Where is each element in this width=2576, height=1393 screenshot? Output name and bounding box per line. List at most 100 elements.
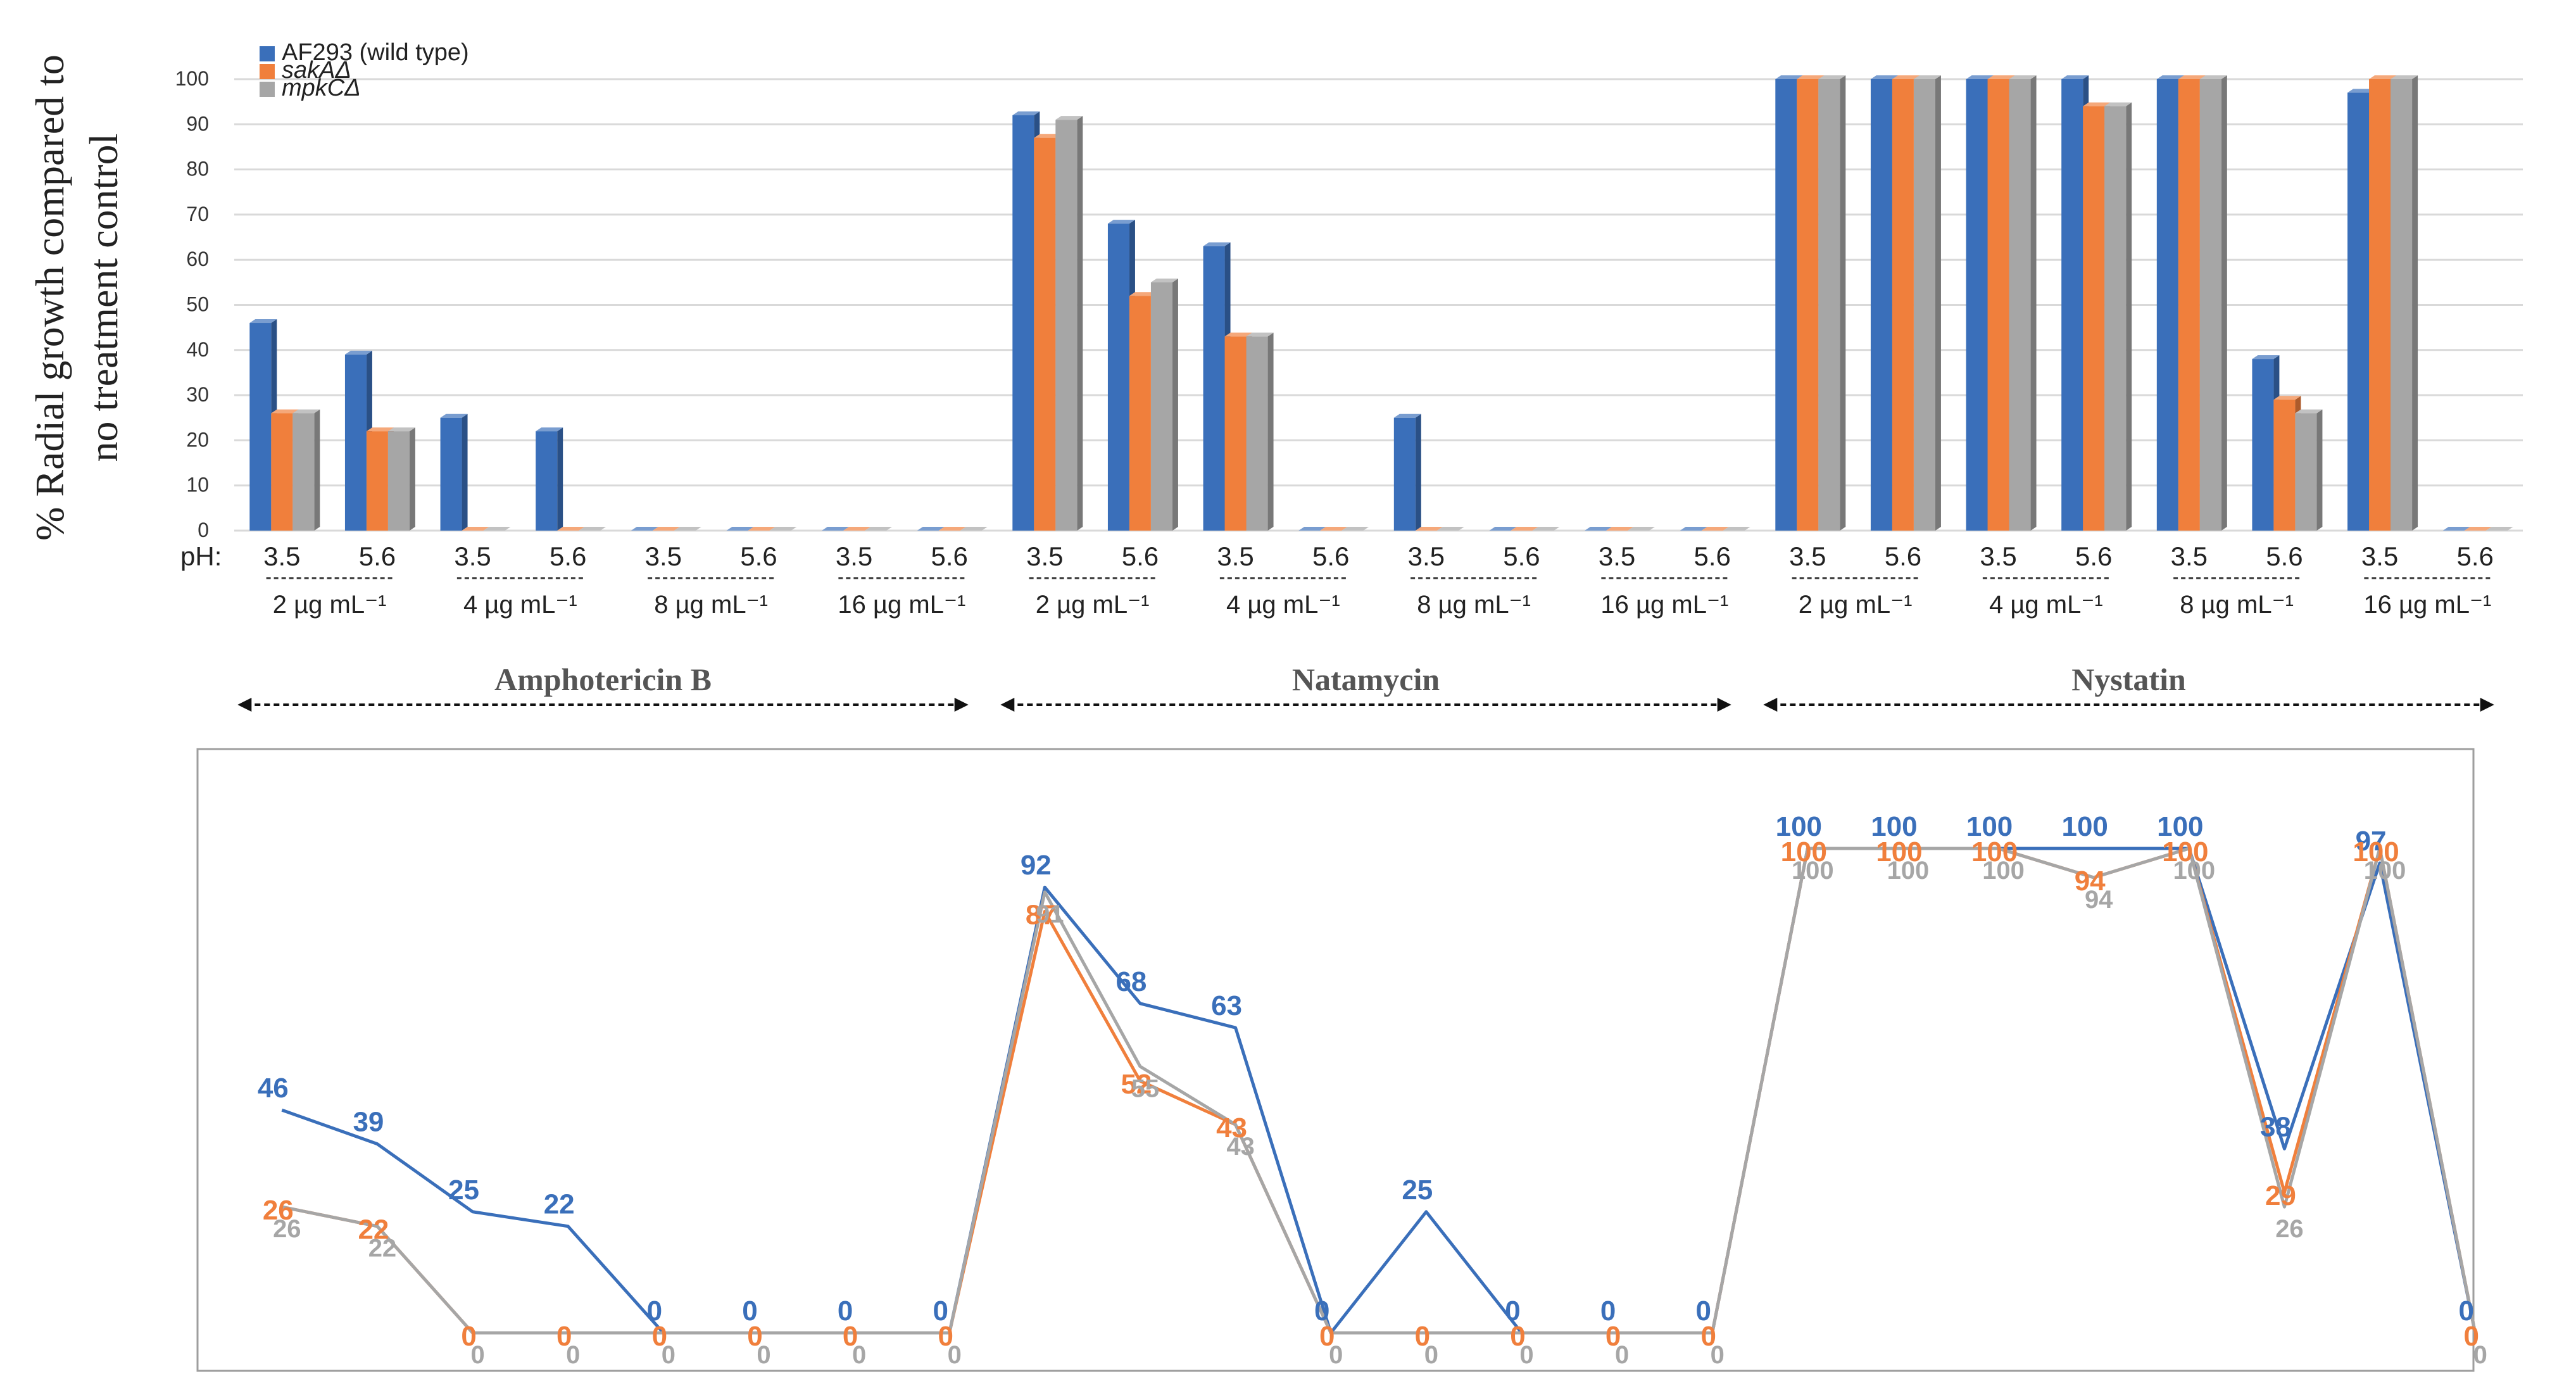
bar-2-6 bbox=[748, 527, 776, 531]
bar-top bbox=[344, 350, 372, 355]
bar-top bbox=[249, 319, 277, 324]
bar-2-8 bbox=[938, 527, 966, 531]
y-tick-label: 100 bbox=[175, 67, 209, 90]
bar-top bbox=[1892, 75, 1919, 79]
data-label: 38 bbox=[2260, 1111, 2291, 1142]
bar-top bbox=[1298, 527, 1326, 531]
ph-tick-label: 3.5 bbox=[1789, 541, 1826, 571]
bar-chart: 0 10 20 30 40 50 60 70 80 90 100 pH: 3.5 5.6 3.5 5.6 3.… bbox=[27, 39, 2523, 712]
data-label: 26 bbox=[2275, 1215, 2304, 1243]
bar-3-6 bbox=[769, 527, 797, 531]
data-label: 100 bbox=[1792, 857, 1834, 885]
bar-front bbox=[2369, 79, 2391, 531]
bar-top bbox=[1818, 75, 1846, 79]
bar-front bbox=[536, 431, 558, 531]
bar-3-20 bbox=[2104, 102, 2132, 531]
bar-top bbox=[1224, 332, 1252, 337]
data-label: 25 bbox=[1402, 1175, 1433, 1206]
bar-top bbox=[769, 527, 797, 531]
data-label: 100 bbox=[1971, 836, 2018, 867]
bar-top bbox=[1415, 527, 1443, 531]
y-tick-label: 50 bbox=[186, 293, 209, 316]
y-axis-ticks: 0 10 20 30 40 50 60 70 80 90 100 bbox=[175, 67, 209, 541]
bar-top bbox=[631, 527, 658, 531]
bar-2-15 bbox=[1606, 527, 1634, 531]
bar-3-24 bbox=[2485, 527, 2513, 531]
bar-3-2 bbox=[387, 427, 415, 531]
bar-top bbox=[2156, 75, 2184, 79]
concentration-label: 4 µg mL⁻¹ bbox=[1226, 591, 1340, 619]
data-label: 0 bbox=[566, 1341, 580, 1369]
ph-tick-label: 5.6 bbox=[931, 541, 967, 571]
ph-tick-label: 3.5 bbox=[454, 541, 491, 571]
bar-top bbox=[579, 527, 606, 531]
bar-top bbox=[1107, 220, 1135, 224]
bar-side bbox=[1172, 278, 1178, 531]
bar-1-13 bbox=[1393, 413, 1421, 531]
bar-top bbox=[748, 527, 776, 531]
data-label: 0 bbox=[1314, 1295, 1329, 1327]
data-label: 0 bbox=[470, 1341, 484, 1369]
bar-front bbox=[1818, 79, 1840, 531]
bar-top bbox=[1723, 527, 1750, 531]
data-label: 0 bbox=[757, 1341, 770, 1369]
data-label: 92 bbox=[1021, 850, 1052, 881]
bar-front bbox=[1892, 79, 1914, 531]
bar-3-17 bbox=[1818, 75, 1846, 531]
data-label: 91 bbox=[1036, 900, 1064, 928]
bar-1-16 bbox=[1680, 527, 1707, 531]
bar-top bbox=[1966, 75, 1994, 79]
bar-2-13 bbox=[1415, 527, 1443, 531]
y-axis-label-line1: % Radial growth compared to bbox=[27, 54, 72, 541]
bar-top bbox=[1775, 75, 1803, 79]
bar-3-23 bbox=[2391, 75, 2418, 531]
ph-tick-label: 5.6 bbox=[1312, 541, 1349, 571]
data-label: 100 bbox=[1871, 811, 1917, 842]
bar-3-16 bbox=[1723, 527, 1750, 531]
bar-front bbox=[366, 431, 388, 531]
data-label: 46 bbox=[258, 1073, 289, 1104]
bar-top bbox=[2273, 396, 2301, 400]
bar-top bbox=[1150, 278, 1178, 282]
bar-front bbox=[387, 431, 410, 531]
bar-side bbox=[1077, 116, 1083, 531]
data-label: 100 bbox=[1781, 836, 1827, 867]
ph-tick-label: 5.6 bbox=[1885, 541, 1921, 571]
concentration-label: 8 µg mL⁻¹ bbox=[1417, 591, 1531, 619]
data-label: 0 bbox=[652, 1321, 667, 1352]
arrow-head-left bbox=[1763, 698, 1778, 712]
bar-top bbox=[917, 527, 945, 531]
ph-tick-label: 3.5 bbox=[1980, 541, 2016, 571]
bar-top bbox=[1628, 527, 1656, 531]
bar-side bbox=[462, 413, 468, 531]
bar-3-3 bbox=[483, 527, 511, 531]
bar-top bbox=[2464, 527, 2492, 531]
gridlines bbox=[234, 78, 2523, 532]
data-label: 0 bbox=[843, 1321, 858, 1352]
bar-3-7 bbox=[865, 527, 893, 531]
data-label: 25 bbox=[448, 1175, 479, 1206]
bar-top bbox=[2485, 527, 2513, 531]
bar-1-24 bbox=[2442, 527, 2470, 531]
bar-side bbox=[1415, 413, 1421, 531]
bar-3-5 bbox=[674, 527, 701, 531]
bar-top bbox=[1012, 111, 1040, 116]
data-label: 0 bbox=[1510, 1321, 1525, 1352]
legend-label: AF293 (wild type) bbox=[282, 39, 469, 66]
bar-front bbox=[1150, 282, 1172, 531]
bar-front bbox=[2083, 106, 2105, 531]
arrow-head-right bbox=[954, 698, 969, 712]
bar-top bbox=[1055, 116, 1083, 120]
y-tick-label: 70 bbox=[186, 203, 209, 225]
bar-top bbox=[1489, 527, 1517, 531]
bar-front bbox=[344, 354, 367, 531]
bar-top bbox=[1913, 75, 1941, 79]
ph-tick-label: 3.5 bbox=[2171, 541, 2208, 571]
bar-front bbox=[1913, 79, 1935, 531]
bar-top bbox=[2442, 527, 2470, 531]
bar-front bbox=[440, 417, 462, 531]
bar-top bbox=[271, 409, 299, 413]
ph-tick-label: 5.6 bbox=[550, 541, 586, 571]
bar-3-19 bbox=[2009, 75, 2037, 531]
bar-front bbox=[2061, 79, 2083, 531]
